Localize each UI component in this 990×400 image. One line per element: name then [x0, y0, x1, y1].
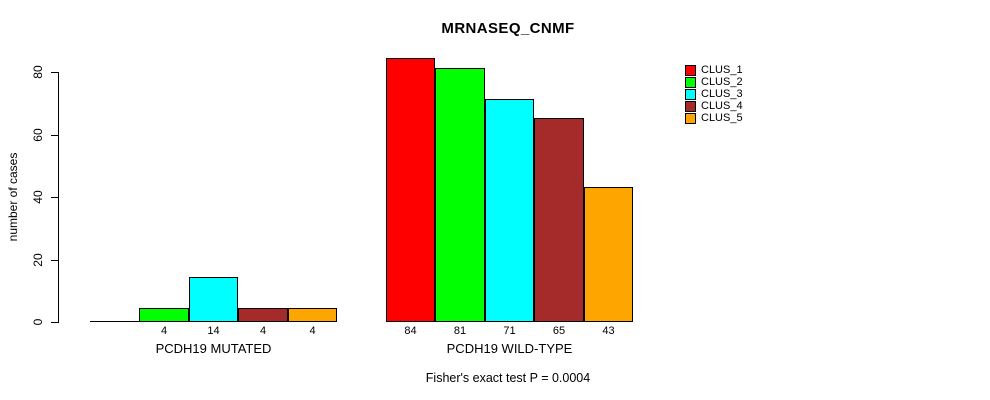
bar-clus_2-group1: [139, 308, 189, 322]
bar-value-label: 43: [602, 325, 615, 337]
legend-swatch-clus_1: [685, 65, 696, 76]
bar-value-label: 65: [552, 325, 566, 337]
y-axis-tick-label: 0: [31, 318, 45, 326]
y-axis-tick: [51, 197, 58, 198]
legend-swatch-clus_2: [685, 77, 696, 88]
chart-title: MRNASEQ_CNMF: [441, 20, 575, 37]
y-axis-tick-label: 20: [31, 253, 45, 267]
bar-value-label: 84: [404, 325, 417, 337]
legend-swatch-clus_5: [685, 113, 696, 124]
bar-clus_5-group2: [584, 187, 633, 322]
bar-clus_4-group2: [534, 118, 584, 322]
bar-clus_1-group2: [386, 58, 435, 322]
bar-clus_1-group1-zero: [90, 321, 139, 322]
y-axis-tick: [51, 72, 58, 73]
legend-label-clus_1: CLUS_1: [701, 64, 743, 76]
y-axis-tick: [51, 322, 58, 323]
legend-label-clus_4: CLUS_4: [701, 100, 743, 112]
bar-clus_3-group1: [189, 277, 238, 322]
bar-clus_4-group1: [238, 308, 288, 322]
bar-clus_5-group1: [288, 308, 337, 322]
y-axis-line: [58, 72, 59, 323]
bar-value-label: 71: [503, 325, 516, 337]
legend-label-clus_2: CLUS_2: [701, 76, 743, 88]
bar-value-label: 14: [207, 325, 220, 337]
bar-value-label: 4: [309, 325, 316, 337]
bar-value-label: 4: [160, 325, 168, 337]
y-axis-label: number of cases: [6, 152, 20, 242]
y-axis-tick: [51, 135, 58, 136]
bar-clus_3-group2: [485, 99, 534, 322]
y-axis-tick: [51, 260, 58, 261]
x-group-label-pcdh19-mutated: PCDH19 MUTATED: [155, 341, 272, 356]
x-group-label-pcdh19-wild-type: PCDH19 WILD-TYPE: [446, 341, 573, 356]
y-axis-tick-label: 60: [31, 128, 45, 142]
bar-clus_2-group2: [435, 68, 485, 322]
legend-swatch-clus_3: [685, 89, 696, 100]
legend-swatch-clus_4: [685, 101, 696, 112]
bar-value-label: 81: [453, 325, 467, 337]
y-axis-tick-label: 40: [31, 190, 45, 204]
y-axis-tick-label: 80: [31, 65, 45, 79]
fisher-exact-test-annotation: Fisher's exact test P = 0.0004: [425, 371, 591, 385]
legend-label-clus_3: CLUS_3: [701, 88, 743, 100]
legend-label-clus_5: CLUS_5: [701, 112, 743, 124]
bar-value-label: 4: [259, 325, 267, 337]
